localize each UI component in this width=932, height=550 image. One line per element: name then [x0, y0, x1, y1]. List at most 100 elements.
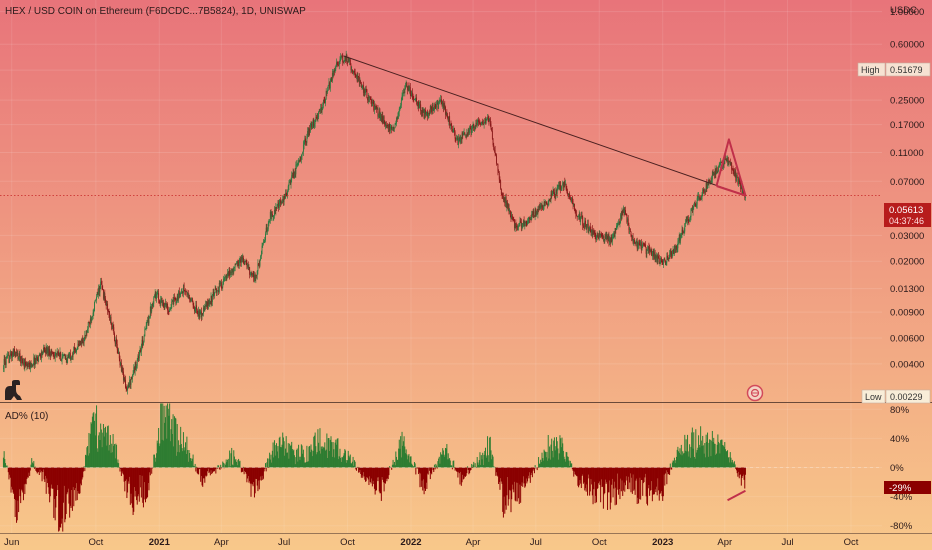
- candle-body: [340, 57, 342, 59]
- candle-body: [115, 338, 117, 344]
- candle-body: [269, 221, 271, 223]
- histogram-bar: [563, 456, 565, 468]
- candle-body: [620, 214, 622, 222]
- histogram-bar: [463, 467, 465, 479]
- histogram-bar: [95, 413, 97, 468]
- resistance-trendline[interactable]: [343, 55, 746, 196]
- histogram-bar: [449, 460, 451, 468]
- histogram-bar: [611, 467, 613, 485]
- candle-body: [20, 356, 22, 364]
- candle-body: [644, 244, 646, 246]
- candle-body: [444, 104, 446, 107]
- candle-body: [385, 121, 386, 127]
- candle-body: [507, 202, 508, 208]
- histogram-bar: [322, 447, 324, 468]
- candle-body: [291, 175, 293, 180]
- candle-body: [521, 226, 523, 228]
- candle-body: [145, 325, 147, 329]
- candle-body: [545, 201, 547, 204]
- candle-body: [14, 351, 16, 356]
- candle-body: [394, 127, 395, 129]
- candle-body: [745, 197, 746, 198]
- histogram-bar: [647, 467, 649, 489]
- dinosaur-icon[interactable]: [5, 380, 22, 400]
- histogram-bar: [230, 453, 232, 468]
- candle-body: [606, 236, 608, 240]
- histogram-bar: [114, 458, 116, 468]
- candle-body: [208, 300, 210, 305]
- histogram-bar: [567, 456, 569, 468]
- histogram-bar: [211, 467, 213, 474]
- candle-body: [290, 179, 292, 185]
- candle-body: [633, 239, 635, 243]
- histogram-bar: [198, 467, 200, 470]
- histogram-bar: [387, 467, 389, 480]
- candle-body: [278, 202, 280, 209]
- candle-body: [116, 338, 117, 345]
- histogram-bar: [188, 450, 190, 468]
- price-tick-label: 0.25000: [890, 96, 924, 107]
- histogram-bar: [193, 466, 195, 468]
- histogram-bar: [524, 467, 526, 487]
- candle-body: [52, 352, 54, 354]
- histogram-bar: [668, 467, 670, 475]
- candle-body: [581, 216, 583, 217]
- candle-body: [463, 132, 465, 134]
- candle-body: [148, 318, 150, 324]
- candle-body: [182, 284, 184, 294]
- histogram-bar: [384, 467, 386, 484]
- histogram-bar: [120, 467, 122, 477]
- histogram-bar: [232, 465, 234, 468]
- histogram-bar: [427, 467, 429, 474]
- candle-body: [31, 364, 33, 368]
- candle-body: [451, 128, 453, 132]
- histogram-bar: [702, 445, 704, 468]
- candle-body: [187, 292, 189, 295]
- divergence-line[interactable]: [727, 489, 746, 502]
- candle-body: [176, 296, 178, 302]
- candle-body: [67, 356, 69, 363]
- histogram-bar: [10, 467, 12, 493]
- histogram-bar: [33, 461, 35, 468]
- histogram-bar: [119, 467, 121, 472]
- histogram-bar: [27, 467, 29, 478]
- histogram-bar: [620, 467, 622, 479]
- candle-body: [271, 214, 273, 217]
- candle-body: [222, 284, 224, 288]
- candle-body: [603, 236, 605, 242]
- histogram-bar: [226, 462, 228, 468]
- histogram-bar: [349, 457, 351, 468]
- price-tick-label: 0.07000: [890, 177, 924, 188]
- histogram-bar: [65, 467, 67, 514]
- histogram-bar: [244, 467, 246, 471]
- indicator-pane[interactable]: [0, 403, 882, 532]
- candle-body: [670, 250, 672, 255]
- histogram-bar: [280, 447, 282, 468]
- event-marker-icon[interactable]: [746, 384, 764, 402]
- histogram-bar: [91, 416, 93, 468]
- histogram-bar: [684, 434, 686, 468]
- histogram-bar: [31, 458, 33, 468]
- histogram-bar: [90, 422, 92, 468]
- candle-body: [118, 352, 120, 354]
- candle-body: [283, 194, 285, 202]
- candle-body: [131, 374, 133, 380]
- candle-body: [396, 117, 398, 119]
- histogram-bar: [515, 467, 517, 502]
- price-pane[interactable]: [0, 50, 882, 395]
- histogram-bar: [239, 460, 241, 468]
- histogram-bar: [241, 467, 243, 472]
- candle-body: [443, 104, 445, 109]
- candle-body: [154, 292, 156, 296]
- histogram-bar: [692, 448, 694, 468]
- histogram-bar: [709, 439, 711, 468]
- candle-body: [420, 110, 422, 114]
- histogram-bar: [660, 467, 662, 493]
- triangle-pattern[interactable]: [715, 138, 747, 197]
- candle-body: [426, 111, 428, 113]
- histogram-bar: [492, 456, 494, 468]
- histogram-bar: [451, 467, 453, 470]
- candle-body: [49, 349, 51, 355]
- candle-body: [456, 138, 457, 140]
